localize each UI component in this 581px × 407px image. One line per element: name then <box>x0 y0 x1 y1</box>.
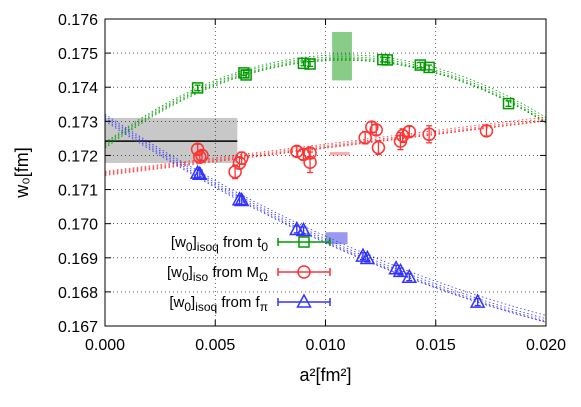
square-marker <box>502 97 515 110</box>
data-point <box>233 191 250 207</box>
triangle-marker <box>401 268 418 283</box>
circle-marker <box>193 150 207 164</box>
fit-curve <box>104 56 547 145</box>
triangle-marker <box>192 165 208 180</box>
data-point <box>195 148 209 163</box>
triangle-marker <box>392 262 409 278</box>
square-marker <box>381 54 393 66</box>
y-tick-label: 0.174 <box>58 80 98 97</box>
y-tick-label: 0.172 <box>58 148 98 165</box>
fit-curve <box>104 57 547 146</box>
fit-curve <box>104 59 547 149</box>
square-marker <box>414 59 427 71</box>
data-point <box>414 59 427 71</box>
x-axis-label: a²[fm²] <box>300 365 352 385</box>
data-point <box>304 58 316 70</box>
x-tick-label: 0.005 <box>195 337 235 354</box>
data-point <box>392 262 409 278</box>
legend-label: [w0]isoq from fπ <box>169 294 268 314</box>
data-point <box>192 165 208 180</box>
circle-marker <box>402 124 417 139</box>
fit-curve <box>104 117 547 322</box>
triangle-marker <box>359 249 376 265</box>
circle-marker <box>303 146 317 160</box>
data-point <box>358 130 372 145</box>
series-band <box>329 152 350 156</box>
legend-entry: [w0]isoq from t0 <box>171 234 331 254</box>
data-point <box>469 293 486 308</box>
y-tick-label: 0.173 <box>58 114 98 131</box>
y-tick-label: 0.175 <box>58 46 98 63</box>
fit-curve <box>104 113 547 316</box>
grid-layer <box>105 19 546 326</box>
data-point <box>232 156 247 170</box>
x-tick-label: 0.015 <box>416 337 456 354</box>
square-marker <box>191 82 204 94</box>
data-point <box>234 151 249 165</box>
ticks-layer: 0.000 0.005 0.010 0.015 0.020 0.167 0.168 0.169… <box>58 12 566 354</box>
series-band <box>325 232 348 245</box>
y-tick-label: 0.169 <box>58 251 98 268</box>
triangle-marker <box>296 293 312 308</box>
y-tick-label: 0.168 <box>58 285 98 302</box>
data-point <box>371 140 386 156</box>
legend-entry: [w0]isoq from fπ <box>169 293 331 314</box>
x-tick-label: 0.020 <box>526 337 566 354</box>
x-tick-label: 0.010 <box>305 337 345 354</box>
y-axis-label: w₀[fm] <box>12 147 32 198</box>
legend: [w0]isoq from t0 [w0]iso from MΩ [w0]isoq … <box>167 234 331 314</box>
circle-marker <box>479 124 494 138</box>
square-marker <box>297 57 310 70</box>
data-point <box>402 124 417 139</box>
y-tick-label: 0.176 <box>58 12 98 29</box>
data-point <box>502 97 515 110</box>
circle-marker <box>422 127 436 142</box>
legend-entry: [w0]iso from MΩ <box>167 264 331 284</box>
data-point <box>359 249 376 265</box>
y-tick-label: 0.170 <box>58 217 98 234</box>
data-point <box>423 61 435 74</box>
fit-curve <box>104 59 547 148</box>
legend-label: [w0]isoq from t0 <box>171 234 268 254</box>
triangle-marker <box>469 293 486 308</box>
data-point <box>303 146 317 160</box>
data-point <box>369 123 383 137</box>
circle-marker <box>371 140 386 155</box>
circle-marker <box>369 123 383 137</box>
x-tick-label: 0.000 <box>85 337 125 354</box>
data-points-layer <box>189 53 515 308</box>
data-point <box>422 125 436 144</box>
data-point <box>479 124 494 138</box>
legend-label: [w0]iso from MΩ <box>167 264 268 284</box>
circle-marker <box>195 148 209 163</box>
data-point <box>240 69 252 81</box>
series-band <box>332 31 352 81</box>
y-tick-label: 0.167 <box>58 319 98 336</box>
data-point <box>401 268 418 283</box>
circle-marker <box>234 151 249 165</box>
fit-curve <box>104 115 547 319</box>
triangle-marker <box>295 221 312 237</box>
triangle-marker <box>233 191 250 207</box>
data-point <box>191 82 204 94</box>
square-marker <box>240 69 252 81</box>
y-tick-label: 0.171 <box>58 183 98 200</box>
data-point <box>381 54 393 66</box>
square-marker <box>298 236 310 248</box>
square-marker <box>304 58 316 70</box>
circle-marker <box>358 130 372 145</box>
square-marker <box>423 61 435 74</box>
data-point <box>295 221 312 237</box>
circle-marker <box>297 265 311 279</box>
